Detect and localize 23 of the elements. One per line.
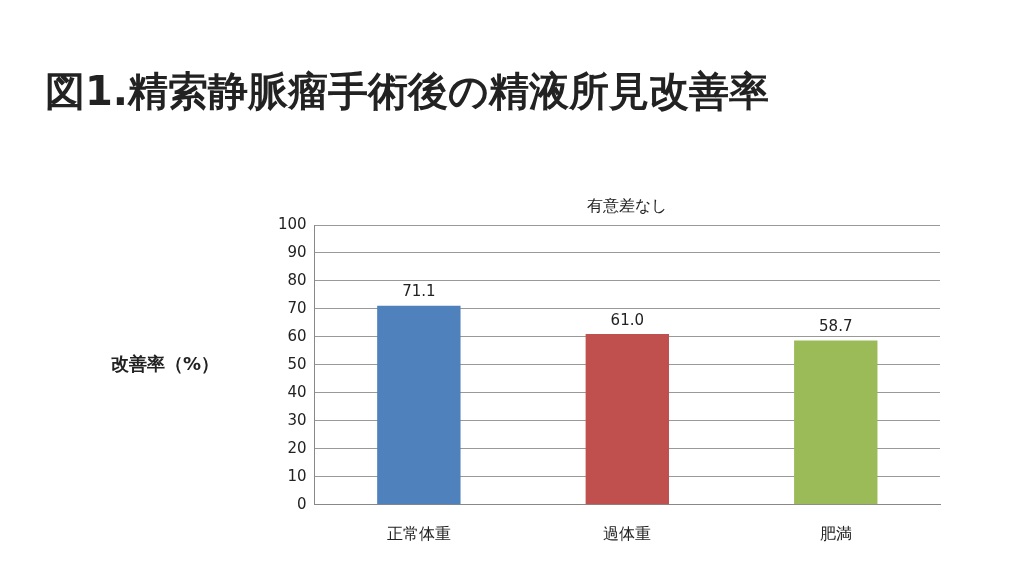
- data-label: 71.1: [402, 282, 436, 301]
- y-tick-label: 10: [287, 466, 307, 485]
- bar: [585, 334, 670, 505]
- y-tick-label: 80: [287, 270, 307, 289]
- y-tick-label: 70: [287, 298, 307, 317]
- y-tick-label: 90: [287, 242, 307, 261]
- chart-subtitle: 有意差なし: [587, 196, 668, 216]
- data-label: 61.0: [610, 310, 645, 329]
- x-tick-label: 肥満: [819, 523, 852, 543]
- data-label: 58.7: [819, 316, 853, 335]
- y-tick-label: 20: [287, 438, 307, 457]
- bar: [377, 305, 461, 505]
- y-tick-label: 50: [287, 354, 307, 373]
- bar: [794, 340, 878, 505]
- y-tick-label: 100: [277, 214, 307, 233]
- y-tick-label: 60: [287, 326, 307, 345]
- y-axis-title: 改善率（%）: [110, 352, 220, 374]
- y-tick-label: 0: [297, 494, 307, 513]
- chart-title: 図1.精索静脈瘤手術後の精液所見改善率: [45, 68, 770, 115]
- x-tick-label: 過体重: [603, 523, 652, 543]
- x-tick-label: 正常体重: [386, 523, 451, 543]
- y-tick-label: 40: [287, 382, 307, 401]
- y-tick-label: 30: [287, 410, 307, 429]
